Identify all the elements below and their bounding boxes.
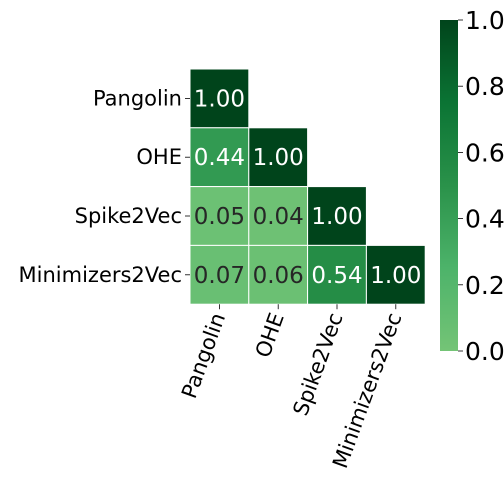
colorbar-tick-label: 0.6 — [465, 138, 504, 167]
heatmap-cell-value: 0.06 — [253, 263, 304, 289]
heatmap-cell — [248, 127, 309, 188]
heatmap-cell-value: 1.00 — [253, 145, 304, 171]
heatmap-cell-value: 0.44 — [194, 145, 245, 171]
heatmap-cell-value: 1.00 — [370, 263, 421, 289]
heatmap-cell — [248, 244, 309, 305]
y-tick-label: Minimizers2Vec — [19, 263, 182, 287]
y-tick-label: OHE — [136, 145, 182, 169]
colorbar-tick-label: 0.0 — [465, 337, 504, 366]
heatmap-cell-value: 1.00 — [194, 86, 245, 112]
heatmap-cell-value: 0.04 — [253, 204, 304, 230]
heatmap-cell-value: 1.00 — [311, 204, 362, 230]
heatmap-cell — [189, 127, 250, 188]
heatmap-cell — [189, 68, 250, 129]
y-tick-label: Spike2Vec — [75, 204, 182, 228]
heatmap-cell — [307, 186, 367, 246]
colorbar-tick-label: 0.4 — [465, 205, 504, 234]
heatmap-cell-value: 0.05 — [194, 204, 245, 230]
x-tick-label: Spike2Vec — [288, 310, 347, 419]
y-tick-label: Pangolin — [93, 86, 182, 110]
heatmap-cell-value: 0.54 — [311, 263, 362, 289]
colorbar-tick-label: 1.0 — [465, 6, 504, 35]
colorbar-tick-label: 0.2 — [465, 271, 504, 300]
x-tick-label: OHE — [251, 310, 289, 361]
colorbar-ticks: 0.0 0.2 0.4 0.6 0.8 1.0 — [458, 6, 504, 366]
y-tick-labels: Pangolin OHE Spike2Vec Minimizers2Vec — [19, 86, 190, 287]
colorbar-gradient — [440, 20, 458, 351]
x-tick-label: Pangolin — [177, 310, 230, 402]
heatmap-cell-value: 0.07 — [194, 263, 245, 289]
heatmap-cells: 1.00 0.44 1.00 0.05 0.04 1.00 0.07 0.06 0.54 1.00 — [189, 68, 426, 305]
heatmap-cell — [307, 244, 367, 305]
heatmap-cell — [365, 244, 426, 305]
heatmap-cell — [189, 244, 250, 305]
colorbar: 0.0 0.2 0.4 0.6 0.8 1.0 — [440, 6, 504, 366]
colorbar-tick-label: 0.8 — [465, 72, 504, 101]
